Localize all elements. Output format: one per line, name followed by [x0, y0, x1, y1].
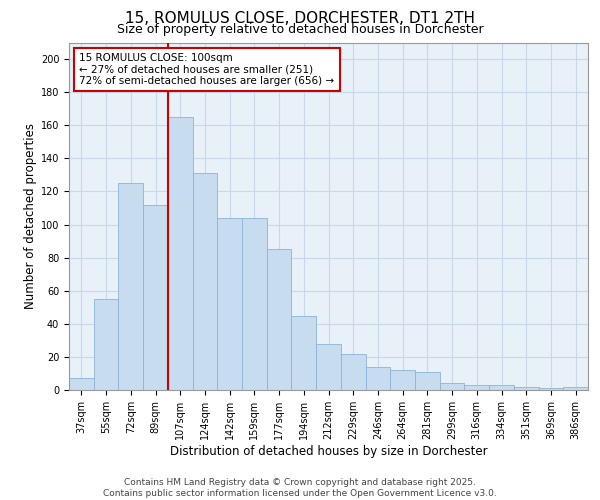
- Bar: [489, 385, 514, 390]
- Bar: [415, 372, 440, 390]
- Text: 15 ROMULUS CLOSE: 100sqm
← 27% of detached houses are smaller (251)
72% of semi-: 15 ROMULUS CLOSE: 100sqm ← 27% of detach…: [79, 53, 335, 86]
- Bar: [69, 378, 94, 390]
- X-axis label: Distribution of detached houses by size in Dorchester: Distribution of detached houses by size …: [170, 444, 487, 458]
- Bar: [514, 386, 539, 390]
- Text: Size of property relative to detached houses in Dorchester: Size of property relative to detached ho…: [116, 22, 484, 36]
- Bar: [464, 385, 489, 390]
- Bar: [390, 370, 415, 390]
- Bar: [292, 316, 316, 390]
- Bar: [267, 250, 292, 390]
- Bar: [143, 204, 168, 390]
- Bar: [341, 354, 365, 390]
- Text: Contains HM Land Registry data © Crown copyright and database right 2025.
Contai: Contains HM Land Registry data © Crown c…: [103, 478, 497, 498]
- Bar: [118, 183, 143, 390]
- Bar: [563, 386, 588, 390]
- Bar: [316, 344, 341, 390]
- Bar: [168, 117, 193, 390]
- Y-axis label: Number of detached properties: Number of detached properties: [23, 123, 37, 309]
- Bar: [365, 367, 390, 390]
- Bar: [217, 218, 242, 390]
- Text: 15, ROMULUS CLOSE, DORCHESTER, DT1 2TH: 15, ROMULUS CLOSE, DORCHESTER, DT1 2TH: [125, 11, 475, 26]
- Bar: [242, 218, 267, 390]
- Bar: [440, 384, 464, 390]
- Bar: [94, 299, 118, 390]
- Bar: [539, 388, 563, 390]
- Bar: [193, 173, 217, 390]
